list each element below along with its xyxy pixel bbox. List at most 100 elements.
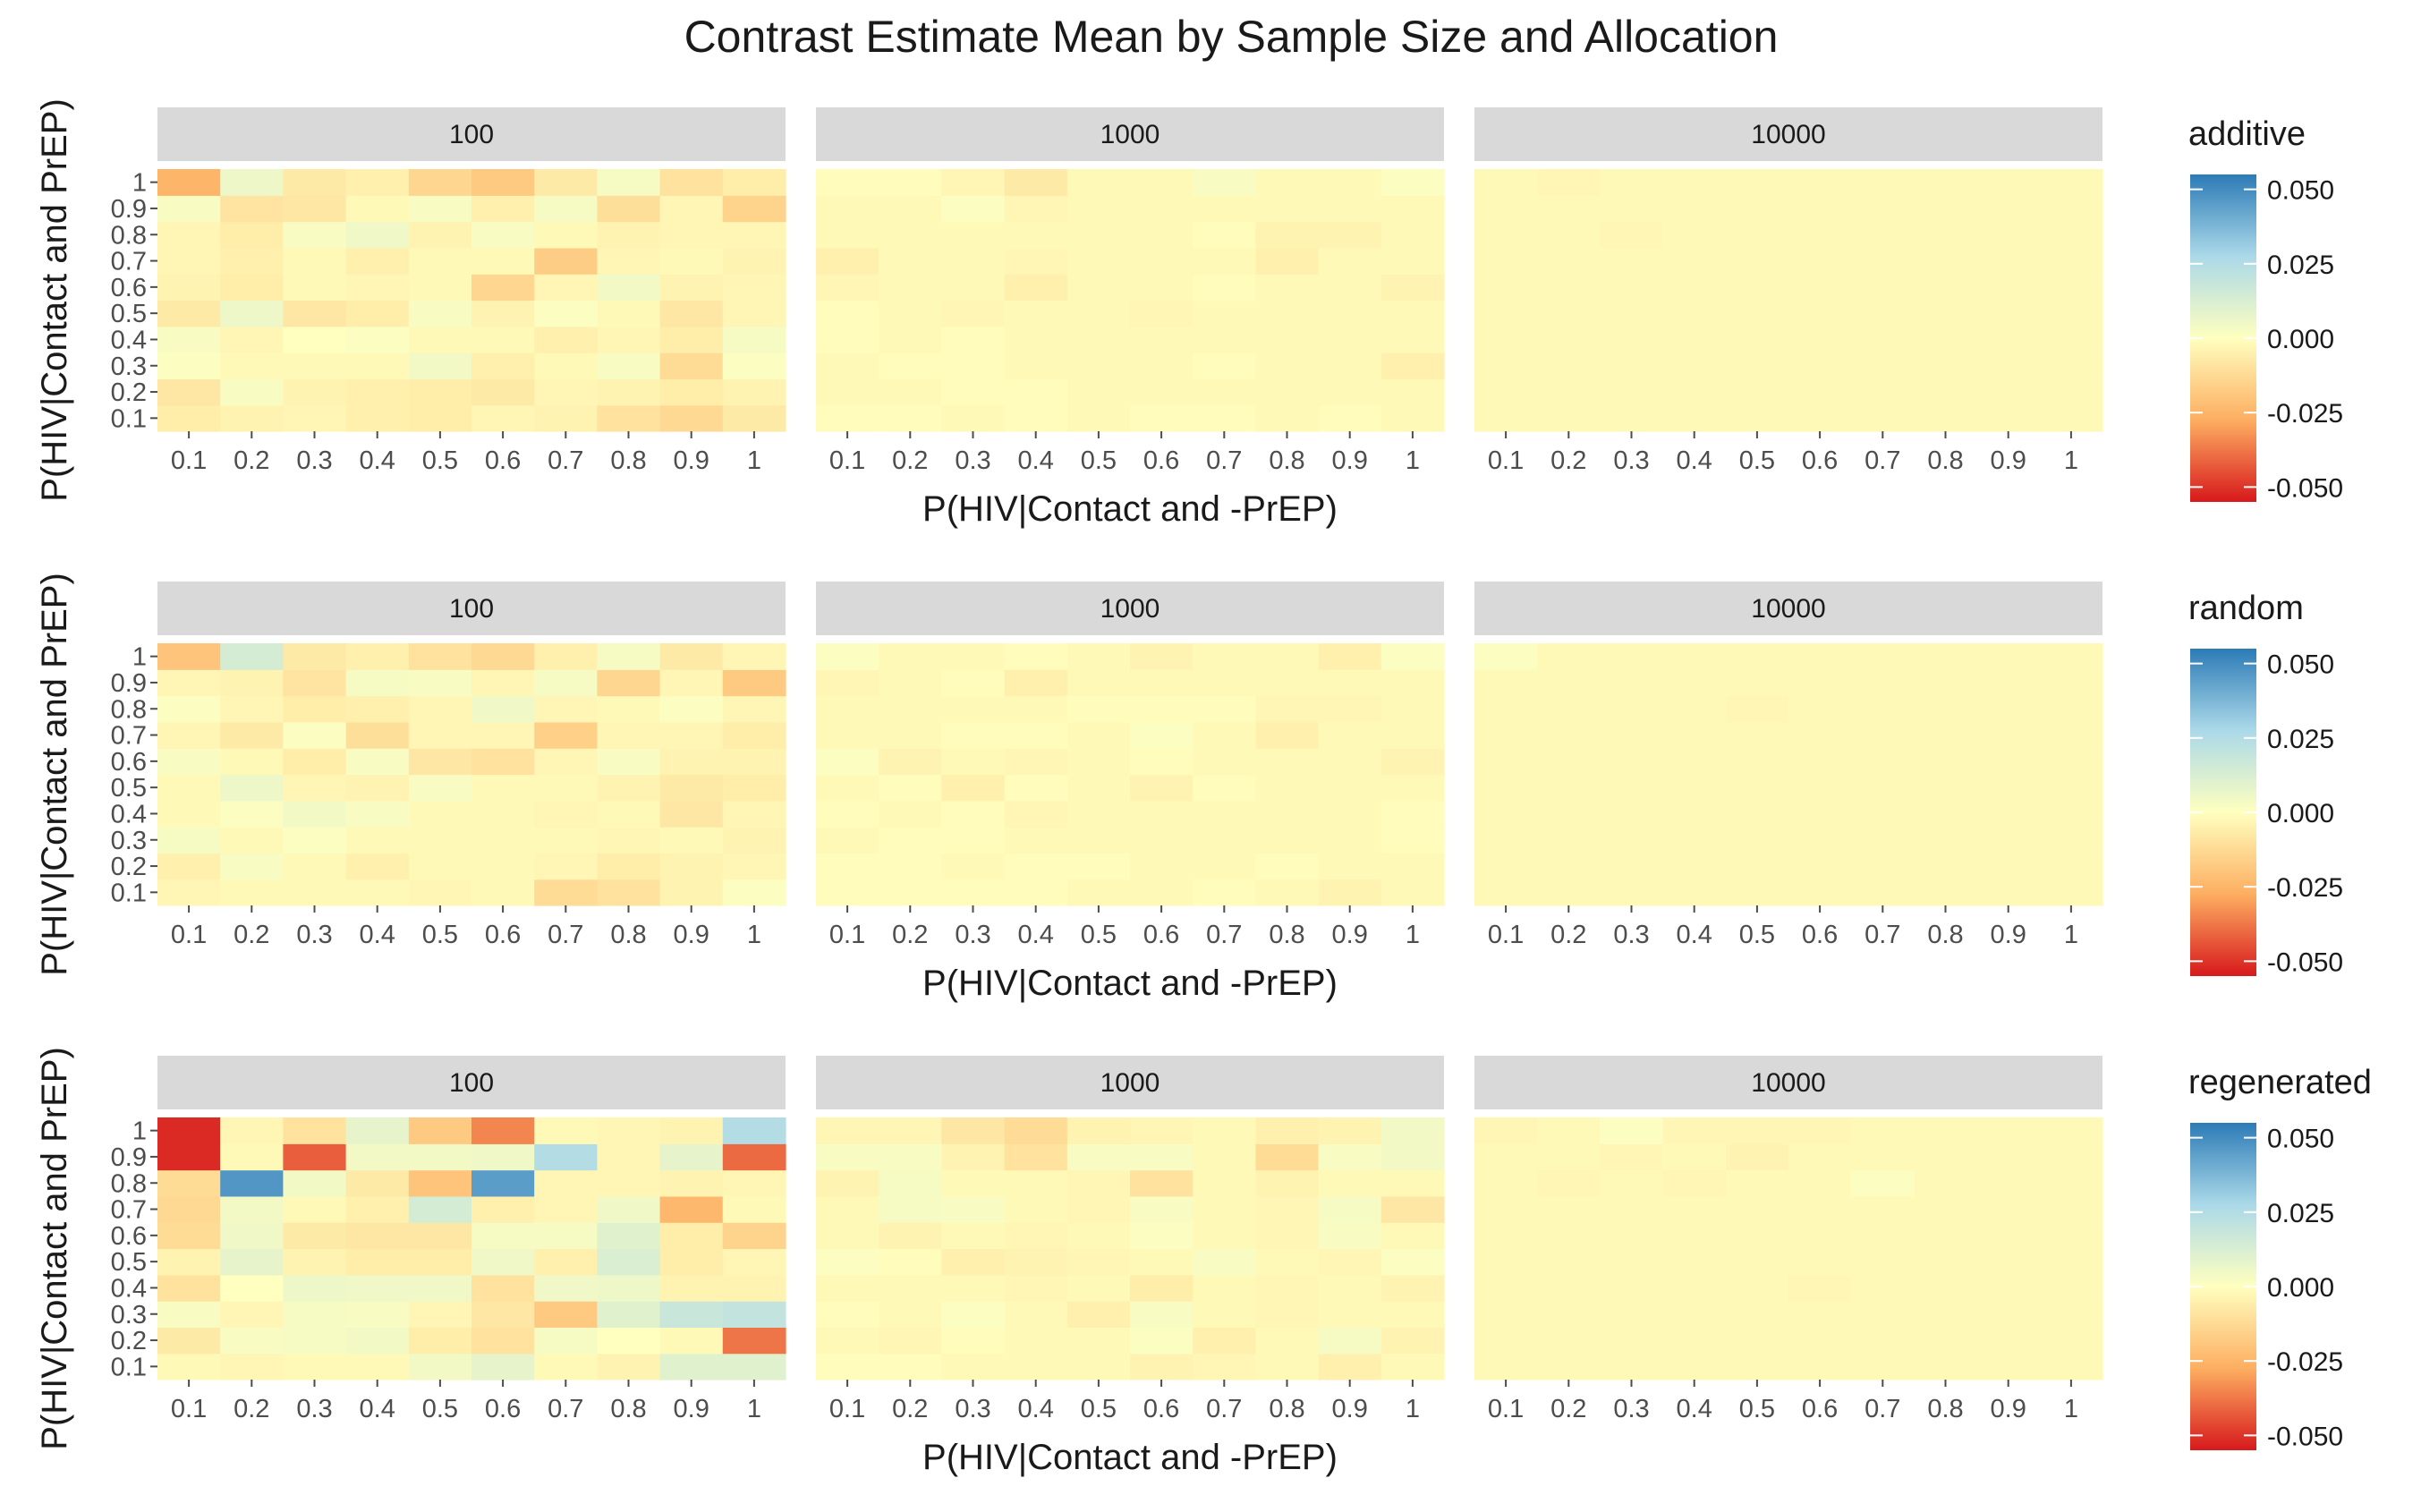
heatmap-tile <box>1725 643 1789 670</box>
heatmap-tile <box>220 169 284 196</box>
heatmap-tile <box>659 326 724 353</box>
x-tick-label: 0.6 <box>1802 1395 1838 1423</box>
y-tick-label: 0.5 <box>111 1248 147 1277</box>
heatmap-tile <box>659 1353 724 1380</box>
heatmap-tile <box>1004 1169 1068 1197</box>
heatmap-tile <box>2039 326 2103 353</box>
heatmap-tile <box>1788 1117 1852 1144</box>
heatmap-tile <box>1130 274 1194 302</box>
heatmap-tile <box>1914 669 1978 697</box>
heatmap-tile <box>345 669 410 697</box>
heatmap-tile <box>941 1143 1006 1171</box>
heatmap-tile <box>1662 643 1727 670</box>
heatmap-tile <box>157 1327 221 1355</box>
heatmap-tile <box>1914 247 1978 275</box>
y-tick-label: 1 <box>132 643 147 672</box>
heatmap-tile <box>879 1143 942 1171</box>
heatmap-tile <box>816 1143 879 1171</box>
heatmap-tile <box>1537 1327 1601 1355</box>
heatmap-tile <box>157 1143 221 1171</box>
heatmap-tile <box>1662 1248 1727 1276</box>
heatmap-tile <box>1004 853 1068 880</box>
heatmap-tile <box>1193 247 1256 275</box>
heatmap-tile <box>879 1117 942 1144</box>
heatmap-tile <box>1537 853 1601 880</box>
heatmap-tile <box>597 169 661 196</box>
heatmap-tile <box>471 378 535 406</box>
heatmap-tile <box>1914 195 1978 223</box>
heatmap-tile <box>1851 1143 1915 1171</box>
heatmap-tile <box>941 195 1006 223</box>
heatmap-tile <box>1537 1301 1601 1328</box>
heatmap-tile <box>1976 1195 2041 1223</box>
heatmap-tile <box>1788 1195 1852 1223</box>
facet-strip-100 <box>157 107 786 161</box>
heatmap-tile <box>1193 169 1256 196</box>
heatmap-tile <box>1193 1274 1256 1302</box>
heatmap-tile <box>2039 1274 2103 1302</box>
heatmap-tile <box>408 326 472 353</box>
heatmap-tile <box>471 800 535 828</box>
heatmap-tile <box>1914 827 1978 854</box>
y-tick-label: 0.8 <box>111 695 147 724</box>
heatmap-tile <box>1318 669 1382 697</box>
heatmap-tile <box>2039 1143 2103 1171</box>
heatmap-tile <box>597 300 661 327</box>
heatmap-tile <box>722 378 786 406</box>
heatmap-tile <box>345 827 410 854</box>
heatmap-tile <box>722 1301 786 1328</box>
heatmap-tile <box>722 326 786 353</box>
heatmap-tile <box>2039 1327 2103 1355</box>
heatmap-tile <box>1662 247 1727 275</box>
heatmap-tile <box>1851 1353 1915 1380</box>
heatmap-tile <box>816 643 879 670</box>
legend-label: 0.000 <box>2267 799 2334 828</box>
heatmap-tile <box>659 1143 724 1171</box>
heatmap-tile <box>1600 853 1664 880</box>
heatmap-tile <box>534 748 598 776</box>
heatmap-tile <box>941 274 1006 302</box>
x-tick-label: 0.2 <box>234 446 269 475</box>
heatmap-tile <box>1537 247 1601 275</box>
heatmap-tile <box>345 774 410 802</box>
heatmap-tile <box>1474 1117 1538 1144</box>
heatmap-tile <box>879 879 942 906</box>
heatmap-tile <box>471 247 535 275</box>
heatmap-tile <box>1066 247 1131 275</box>
heatmap-tile <box>283 1195 347 1223</box>
heatmap-tile <box>220 1222 284 1250</box>
heatmap-tile <box>471 1169 535 1197</box>
heatmap-tile <box>1066 221 1131 249</box>
heatmap-tile <box>534 326 598 353</box>
heatmap-tile <box>1474 221 1538 249</box>
heatmap-tile <box>1193 774 1256 802</box>
heatmap-tile <box>1380 404 1445 432</box>
heatmap-tile <box>1255 247 1320 275</box>
x-tick-label: 0.5 <box>1081 446 1117 475</box>
heatmap-tile <box>1851 748 1915 776</box>
heatmap-tile <box>1537 353 1601 379</box>
heatmap-tile <box>1066 169 1131 196</box>
heatmap-tile <box>597 879 661 906</box>
heatmap-tile <box>1130 853 1194 880</box>
heatmap-tile <box>2039 800 2103 828</box>
heatmap-tile <box>941 353 1006 379</box>
x-tick-label: 0.5 <box>1739 921 1775 949</box>
heatmap-tile <box>1537 774 1601 802</box>
heatmap-tile <box>1474 1222 1538 1250</box>
heatmap-tile <box>1976 1117 2041 1144</box>
heatmap-tile <box>1976 1143 2041 1171</box>
facet-strip-1000 <box>816 1056 1444 1109</box>
x-axis-title: P(HIV|Contact and -PrEP) <box>922 964 1338 1003</box>
heatmap-tile <box>534 853 598 880</box>
x-tick-label: 0.4 <box>360 921 395 949</box>
heatmap-tile <box>1255 1353 1320 1380</box>
heatmap-tile <box>471 1143 535 1171</box>
heatmap-tile <box>471 748 535 776</box>
heatmap-tile <box>1537 1222 1601 1250</box>
legend-label: -0.025 <box>2267 399 2343 429</box>
heatmap-tile <box>471 169 535 196</box>
heatmap-tile <box>471 827 535 854</box>
heatmap-tile <box>1662 1143 1727 1171</box>
heatmap-tile <box>1914 695 1978 723</box>
